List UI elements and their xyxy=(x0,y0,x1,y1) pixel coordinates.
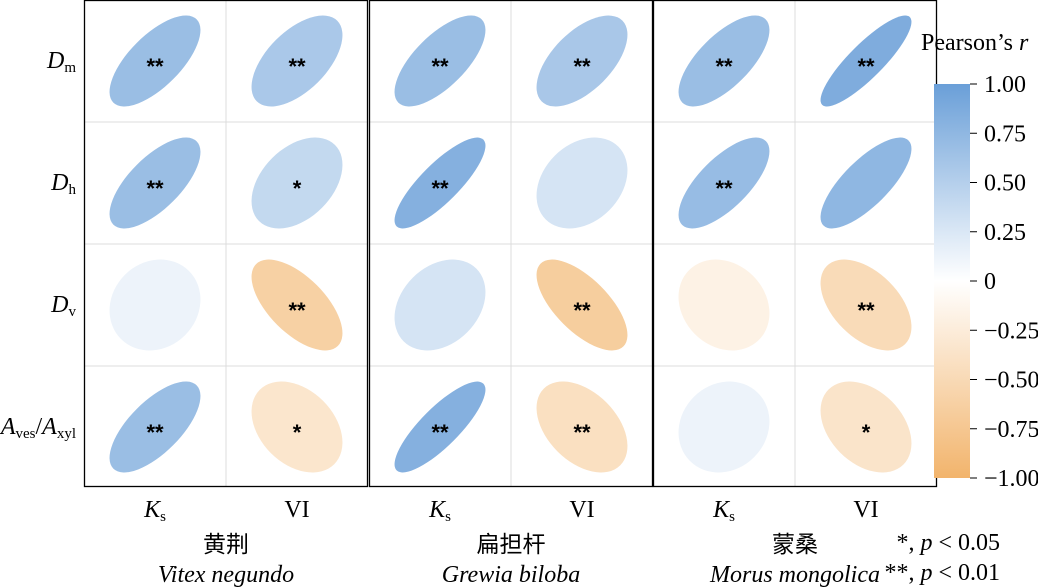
panel-border xyxy=(83,0,369,488)
legend-tick-label: 0 xyxy=(984,269,996,295)
column-label: Ks xyxy=(143,497,166,525)
column-label: VI xyxy=(853,497,878,523)
correlation-ellipse xyxy=(394,137,486,229)
species-name-chinese: 蒙桑 xyxy=(772,532,818,558)
correlation-ellipse xyxy=(678,137,770,229)
legend-tick-label: −0.25 xyxy=(984,318,1038,344)
correlation-ellipse xyxy=(394,259,486,351)
legend-colorbar xyxy=(934,84,970,478)
significance-mark: ** xyxy=(573,54,591,79)
significance-mark: ** xyxy=(288,54,306,79)
species-name-chinese: 扁担杆 xyxy=(477,532,546,558)
correlation-ellipse xyxy=(536,259,628,351)
significance-mark: ** xyxy=(431,176,449,201)
correlation-ellipse xyxy=(820,259,912,351)
species-name-chinese: 黄荆 xyxy=(203,532,249,558)
correlation-ellipse xyxy=(394,381,486,473)
correlation-ellipse xyxy=(109,381,201,473)
correlation-ellipse xyxy=(536,381,628,473)
significance-mark: ** xyxy=(146,176,164,201)
legend-tick-label: −0.75 xyxy=(984,417,1038,443)
significance-mark: ** xyxy=(573,420,591,445)
correlation-ellipse xyxy=(251,381,343,473)
column-label: Ks xyxy=(428,497,451,525)
legend-tick-label: 1.00 xyxy=(984,72,1026,98)
correlation-ellipse xyxy=(394,15,486,107)
legend-tick-label: 0.25 xyxy=(984,220,1026,246)
significance-mark: ** xyxy=(857,298,875,323)
column-label: VI xyxy=(569,497,594,523)
species-name-latin: Morus mongolica xyxy=(709,562,880,588)
correlation-ellipse xyxy=(820,137,912,229)
legend-title: Pearson’s r xyxy=(921,30,1029,56)
row-label: Aves/Axyl xyxy=(0,414,76,442)
correlation-ellipse xyxy=(251,137,343,229)
species-name-latin: Grewia biloba xyxy=(442,562,580,588)
significance-note: *, p < 0.05 xyxy=(896,530,1000,556)
correlation-ellipse xyxy=(678,259,770,351)
significance-mark: ** xyxy=(715,176,733,201)
significance-mark: ** xyxy=(431,54,449,79)
correlation-ellipse xyxy=(678,381,770,473)
correlation-ellipse xyxy=(678,15,770,107)
row-label: Dm xyxy=(46,48,76,76)
correlation-ellipse xyxy=(251,15,343,107)
legend-tick-label: 0.75 xyxy=(984,121,1026,147)
correlation-ellipse xyxy=(109,15,201,107)
legend-tick-label: −1.00 xyxy=(984,466,1038,492)
significance-mark: ** xyxy=(146,420,164,445)
row-label: Dh xyxy=(50,170,76,198)
correlation-ellipse xyxy=(536,15,628,107)
significance-mark: ** xyxy=(573,298,591,323)
significance-mark: ** xyxy=(715,54,733,79)
species-name-latin: Vitex negundo xyxy=(158,562,294,588)
significance-mark: ** xyxy=(857,54,875,79)
legend-tick-label: −0.50 xyxy=(984,368,1038,394)
legend-tick-label: 0.50 xyxy=(984,171,1026,197)
significance-mark: ** xyxy=(288,298,306,323)
row-label: Dv xyxy=(50,292,76,320)
significance-mark: * xyxy=(862,420,871,445)
column-label: VI xyxy=(284,497,309,523)
panel-1: ** ** ** ** ** ** Ks VI 扁担杆 Grewia biloba xyxy=(368,0,654,588)
correlation-ellipse xyxy=(820,381,912,473)
panel-border xyxy=(368,0,654,488)
correlation-ellipse xyxy=(109,259,201,351)
column-label: Ks xyxy=(712,497,735,525)
significance-note: **, p < 0.01 xyxy=(884,560,1000,586)
significance-mark: ** xyxy=(146,54,164,79)
correlation-ellipse xyxy=(109,137,201,229)
significance-mark: * xyxy=(293,176,302,201)
significance-mark: ** xyxy=(431,420,449,445)
correlation-ellipse xyxy=(820,15,912,107)
correlation-ellipse xyxy=(251,259,343,351)
significance-mark: * xyxy=(293,420,302,445)
correlation-ellipse xyxy=(536,137,628,229)
